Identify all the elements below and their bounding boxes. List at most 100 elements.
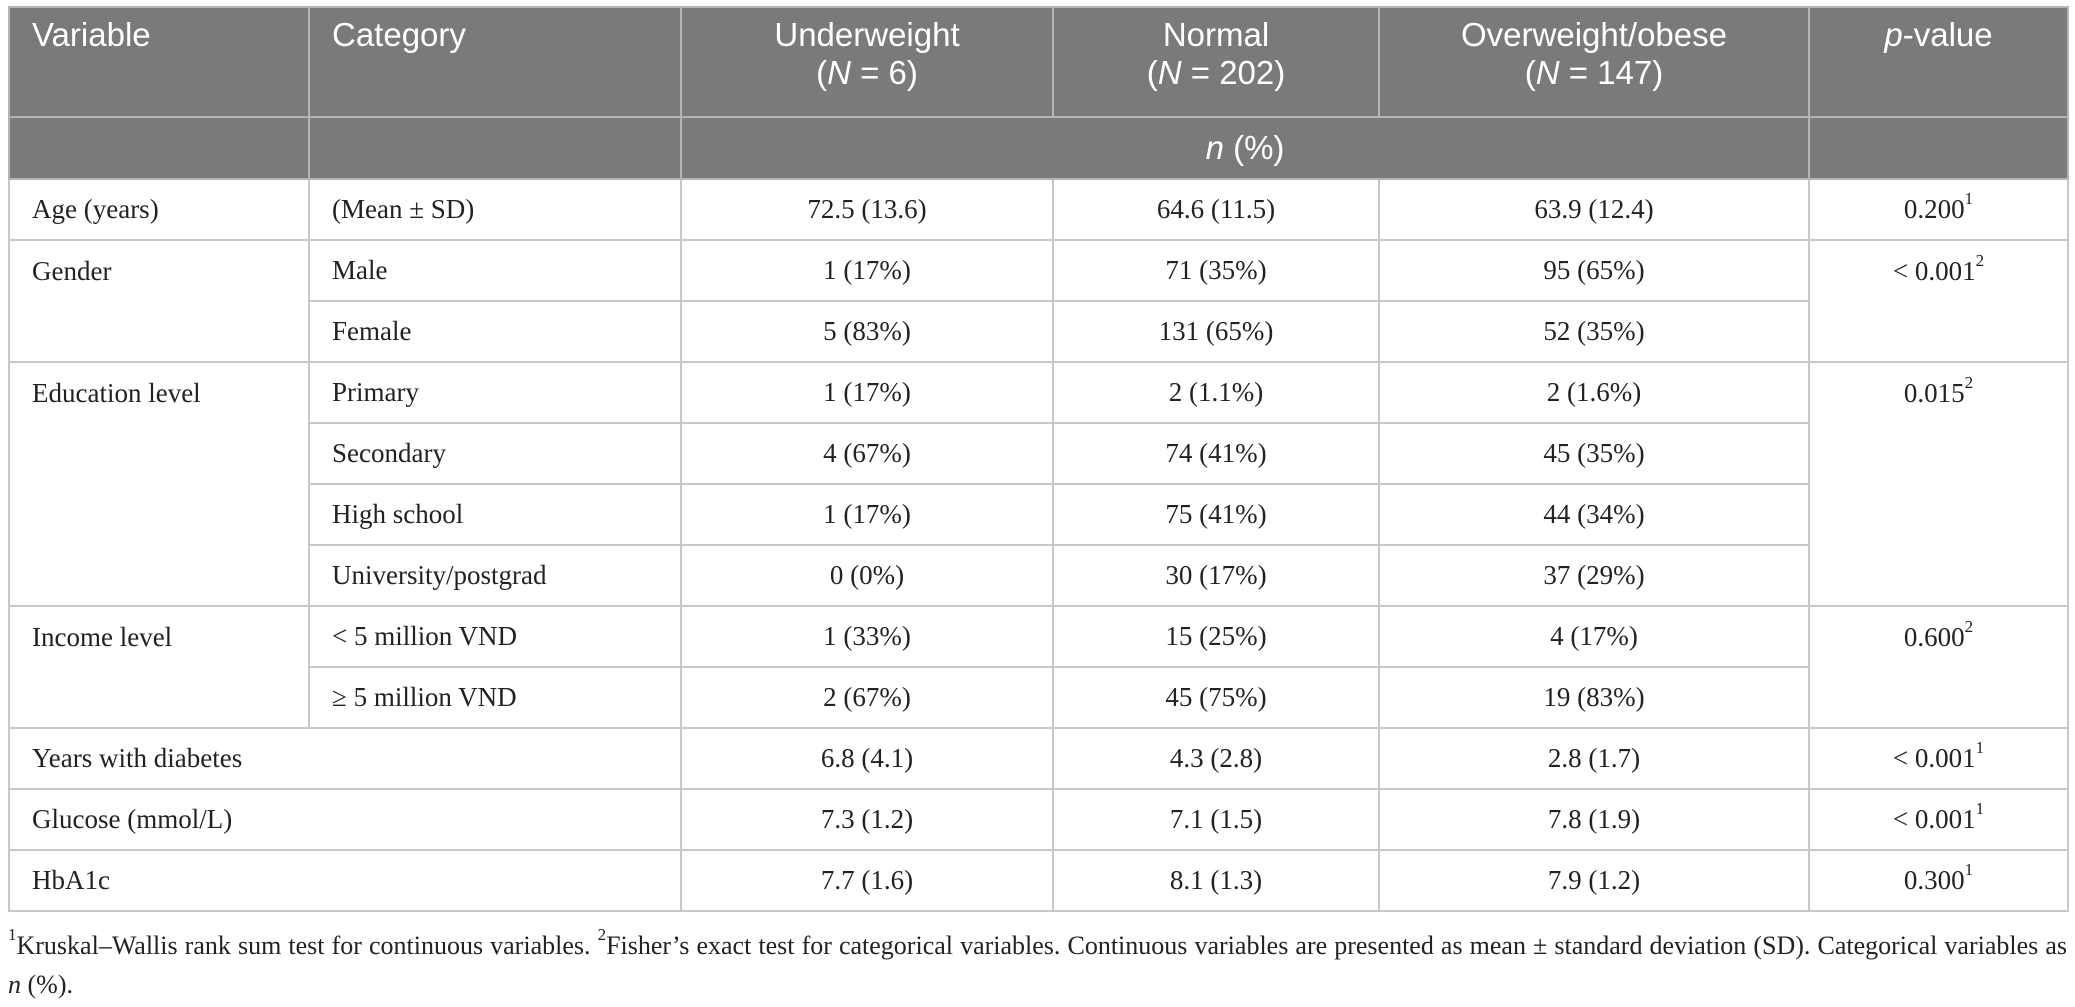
footnote-text-1: Kruskal–Wallis rank sum test for continu… [16,931,598,960]
table-row: Education level Primary 1 (17%) 2 (1.1%)… [8,361,2069,607]
cell-category: High school [308,483,682,546]
cell-category: ≥ 5 million VND [308,666,682,729]
header-underweight-label: Underweight [774,16,960,53]
cell-category: Secondary [308,422,682,485]
header-eq: = [850,54,889,91]
cell-overweight: 7.8 (1.9) [1378,788,1810,851]
cell-variable: HbA1c [8,849,682,912]
cell-variable: Income level [8,605,310,729]
p-value: < 0.001 [1892,256,1976,286]
footnote-text-3: (%). [21,970,73,999]
cell-normal: 64.6 (11.5) [1052,178,1380,241]
p-footnote-marker: 1 [1975,738,1985,757]
cell-overweight: 44 (34%) [1378,483,1810,546]
footnote-text-2: Fisher’s exact test for categorical vari… [606,931,2067,960]
header-underweight: Underweight (N = 6) [680,6,1054,118]
footnote-n: n [8,970,21,999]
header-variable: Variable [8,6,310,118]
header-eq: = [1181,54,1220,91]
cell-category: (Mean ± SD) [308,178,682,241]
cell-overweight: 52 (35%) [1378,300,1810,363]
cell-normal: 71 (35%) [1052,239,1380,302]
cell-variable: Gender [8,239,310,363]
cell-variable: Glucose (mmol/L) [8,788,682,851]
cell-category: < 5 million VND [308,605,682,668]
cell-category: Primary [308,361,682,424]
cell-overweight: 2.8 (1.7) [1378,727,1810,790]
cell-category: University/postgrad [308,544,682,607]
header-p-rest: -value [1902,16,1993,53]
cell-p-value: 0.2001 [1808,178,2069,241]
cell-p-value: 0.0152 [1808,361,2069,607]
subheader-empty [308,116,682,180]
cell-underweight: 1 (17%) [680,483,1054,546]
cell-underweight: 1 (17%) [680,361,1054,424]
p-footnote-marker: 1 [1964,860,1974,879]
header-overweight: Overweight/obese (N = 147) [1378,6,1810,118]
p-footnote-marker: 2 [1964,373,1974,392]
table-row: Secondary 4 (67%) 74 (41%) 45 (35%) [9,422,2068,485]
p-footnote-marker: 1 [1964,189,1974,208]
subheader-n: n [1205,129,1224,166]
p-footnote-marker: 2 [1975,251,1985,270]
header-n-symbol: N [827,54,851,91]
cell-overweight: 2 (1.6%) [1378,361,1810,424]
cell-overweight: 63.9 (12.4) [1378,178,1810,241]
cell-underweight: 5 (83%) [680,300,1054,363]
subheader-empty [8,116,310,180]
cell-underweight: 7.7 (1.6) [680,849,1054,912]
cell-normal: 74 (41%) [1052,422,1380,485]
subheader-row: n (%) [8,116,2069,180]
cell-underweight: 7.3 (1.2) [680,788,1054,851]
cell-variable: Years with diabetes [8,727,682,790]
cell-overweight: 4 (17%) [1378,605,1810,668]
cell-normal: 2 (1.1%) [1052,361,1380,424]
cell-underweight: 2 (67%) [680,666,1054,729]
cell-normal: 30 (17%) [1052,544,1380,607]
cell-normal: 8.1 (1.3) [1052,849,1380,912]
p-value: 0.200 [1903,194,1965,224]
header-p-symbol: p [1884,16,1903,53]
cell-variable: Education level [8,361,310,607]
subheader-empty [1808,116,2069,180]
p-value: 0.015 [1903,378,1965,408]
table-header: Variable Category Underweight (N = 6) Nor… [8,6,2069,180]
table-row: ≥ 5 million VND 2 (67%) 45 (75%) 19 (83%… [9,666,2068,729]
cell-category: Female [308,300,682,363]
cell-overweight: 7.9 (1.2) [1378,849,1810,912]
cell-p-value: < 0.0011 [1808,727,2069,790]
cell-underweight: 1 (17%) [680,239,1054,302]
table-row: HbA1c 7.7 (1.6) 8.1 (1.3) 7.9 (1.2) 0.30… [8,849,2069,912]
cell-overweight: 45 (35%) [1378,422,1810,485]
header-underweight-n: 6 [888,54,907,91]
cell-normal: 7.1 (1.5) [1052,788,1380,851]
cell-category: Male [308,239,682,302]
cell-p-value: < 0.0012 [1808,239,2069,363]
header-category: Category [308,6,682,118]
table-row: Years with diabetes 6.8 (4.1) 4.3 (2.8) … [8,727,2069,790]
p-footnote-marker: 1 [1975,799,1985,818]
p-value: 0.300 [1903,865,1965,895]
header-n-symbol: N [1157,54,1182,91]
cell-p-value: < 0.0011 [1808,788,2069,851]
table-row: Gender Male 1 (17%) 71 (35%) 95 (65%) < … [8,239,2069,363]
table-row: Income level < 5 million VND 1 (33%) 15 … [8,605,2069,729]
subheader-pct: (%) [1223,129,1285,166]
table-footnote: 1Kruskal–Wallis rank sum test for contin… [8,926,2067,1004]
cell-p-value: 0.3001 [1808,849,2069,912]
cell-variable: Age (years) [8,178,310,241]
table-row: Glucose (mmol/L) 7.3 (1.2) 7.1 (1.5) 7.8… [8,788,2069,851]
header-normal: Normal (N = 202) [1052,6,1380,118]
header-row: Variable Category Underweight (N = 6) Nor… [8,6,2069,118]
p-value: < 0.001 [1892,743,1976,773]
header-overweight-n: 147 [1597,54,1653,91]
cell-normal: 15 (25%) [1052,605,1380,668]
header-normal-n: 202 [1219,54,1275,91]
cell-normal: 75 (41%) [1052,483,1380,546]
table-row: High school 1 (17%) 75 (41%) 44 (34%) [9,483,2068,546]
header-eq: = [1559,54,1598,91]
cell-underweight: 1 (33%) [680,605,1054,668]
footnote-marker-1: 1 [8,925,17,945]
cell-underweight: 4 (67%) [680,422,1054,485]
cell-overweight: 19 (83%) [1378,666,1810,729]
